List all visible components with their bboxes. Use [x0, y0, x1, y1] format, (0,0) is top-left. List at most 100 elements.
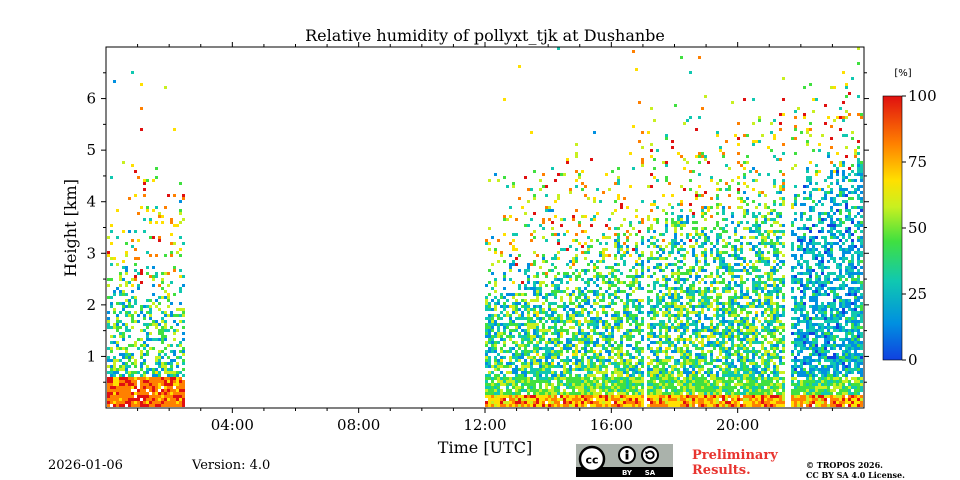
- heatmap-cell: [569, 395, 572, 398]
- heatmap-cell: [173, 194, 176, 197]
- heatmap-cell: [491, 395, 494, 398]
- heatmap-cell: [698, 383, 701, 386]
- heatmap-cell: [677, 311, 680, 314]
- heatmap-cell: [488, 326, 491, 329]
- heatmap-cell: [734, 344, 737, 347]
- heatmap-cell: [737, 329, 740, 332]
- heatmap-cell: [752, 383, 755, 386]
- heatmap-cell: [770, 266, 773, 269]
- heatmap-cell: [512, 398, 515, 401]
- heatmap-cell: [749, 362, 752, 365]
- heatmap-cell: [725, 386, 728, 389]
- heatmap-cell: [587, 248, 590, 251]
- heatmap-cell: [131, 71, 134, 74]
- heatmap-cell: [113, 395, 116, 398]
- heatmap-cell: [503, 398, 506, 401]
- heatmap-cell: [149, 398, 152, 401]
- heatmap-cell: [617, 326, 620, 329]
- heatmap-cell: [599, 356, 602, 359]
- heatmap-cell: [515, 389, 518, 392]
- heatmap-cell: [611, 335, 614, 338]
- heatmap-cell: [695, 128, 698, 131]
- heatmap-cell: [719, 404, 722, 407]
- heatmap-cell: [677, 260, 680, 263]
- heatmap-cell: [779, 278, 782, 281]
- heatmap-cell: [581, 308, 584, 311]
- heatmap-cell: [539, 281, 542, 284]
- heatmap-cell: [743, 200, 746, 203]
- heatmap-cell: [620, 299, 623, 302]
- heatmap-cell: [575, 368, 578, 371]
- heatmap-cell: [689, 350, 692, 353]
- heatmap-cell: [722, 257, 725, 260]
- heatmap-cell: [686, 392, 689, 395]
- heatmap-cell: [692, 266, 695, 269]
- heatmap-cell: [782, 263, 785, 266]
- heatmap-cell: [602, 371, 605, 374]
- heatmap-cell: [647, 227, 650, 230]
- heatmap-cell: [668, 293, 671, 296]
- heatmap-cell: [713, 308, 716, 311]
- heatmap-cell: [623, 308, 626, 311]
- heatmap-cell: [578, 389, 581, 392]
- heatmap-cell: [488, 305, 491, 308]
- heatmap-cell: [635, 329, 638, 332]
- heatmap-cell: [725, 251, 728, 254]
- heatmap-cell: [542, 236, 545, 239]
- heatmap-cell: [116, 326, 119, 329]
- heatmap-cell: [653, 353, 656, 356]
- heatmap-cell: [113, 293, 116, 296]
- heatmap-cell: [569, 278, 572, 281]
- heatmap-cell: [119, 320, 122, 323]
- heatmap-cell: [569, 359, 572, 362]
- heatmap-cell: [560, 329, 563, 332]
- heatmap-cell: [173, 359, 176, 362]
- heatmap-cell: [677, 242, 680, 245]
- heatmap-cell: [692, 395, 695, 398]
- heatmap-cell: [671, 392, 674, 395]
- heatmap-cell: [665, 398, 668, 401]
- heatmap-cell: [692, 311, 695, 314]
- heatmap-cell: [569, 293, 572, 296]
- heatmap-cell: [764, 383, 767, 386]
- heatmap-cell: [650, 326, 653, 329]
- heatmap-cell: [524, 224, 527, 227]
- heatmap-cell: [749, 368, 752, 371]
- heatmap-cell: [509, 215, 512, 218]
- heatmap-cell: [683, 332, 686, 335]
- heatmap-cell: [509, 359, 512, 362]
- heatmap-cell: [590, 278, 593, 281]
- heatmap-cell: [695, 374, 698, 377]
- heatmap-cell: [659, 341, 662, 344]
- heatmap-cell: [119, 290, 122, 293]
- heatmap-cell: [584, 299, 587, 302]
- heatmap-cell: [605, 383, 608, 386]
- heatmap-cell: [662, 278, 665, 281]
- heatmap-cell: [596, 302, 599, 305]
- heatmap-cell: [749, 338, 752, 341]
- heatmap-cell: [800, 131, 803, 134]
- heatmap-cell: [503, 275, 506, 278]
- heatmap-cell: [614, 377, 617, 380]
- heatmap-cell: [770, 320, 773, 323]
- heatmap-cell: [515, 377, 518, 380]
- heatmap-cell: [140, 356, 143, 359]
- heatmap-cell: [107, 323, 110, 326]
- heatmap-cell: [797, 308, 800, 311]
- heatmap-cell: [704, 290, 707, 293]
- heatmap-cell: [620, 401, 623, 404]
- heatmap-cell: [545, 377, 548, 380]
- heatmap-cell: [161, 272, 164, 275]
- heatmap-cell: [716, 332, 719, 335]
- heatmap-cell: [497, 323, 500, 326]
- heatmap-cell: [770, 314, 773, 317]
- heatmap-cell: [731, 362, 734, 365]
- heatmap-cell: [722, 386, 725, 389]
- heatmap-cell: [491, 380, 494, 383]
- heatmap-cell: [674, 395, 677, 398]
- heatmap-cell: [581, 389, 584, 392]
- heatmap-cell: [605, 386, 608, 389]
- heatmap-cell: [710, 359, 713, 362]
- heatmap-cell: [746, 296, 749, 299]
- heatmap-cell: [731, 332, 734, 335]
